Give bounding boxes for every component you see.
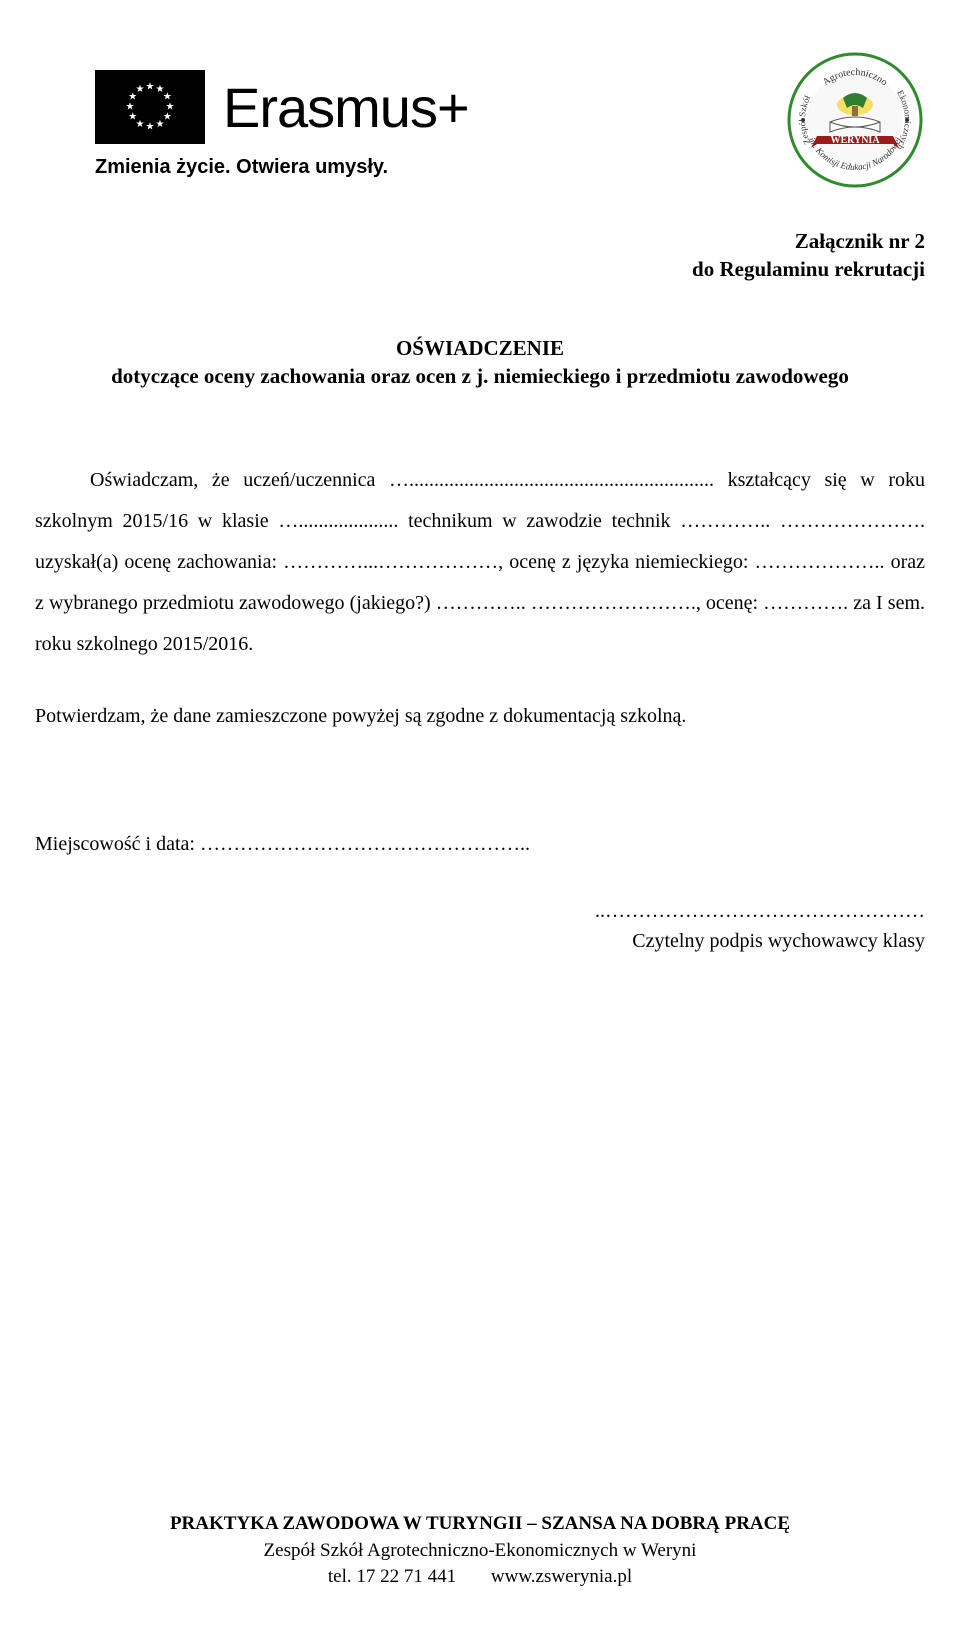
erasmus-logo: ★ ★ ★ ★ ★ ★ ★ ★ ★ ★ ★ ★ Erasmus+ bbox=[95, 70, 469, 144]
erasmus-block: ★ ★ ★ ★ ★ ★ ★ ★ ★ ★ ★ ★ Erasmus+ bbox=[95, 70, 469, 179]
footer-line-1: PRAKTYKA ZAWODOWA W TURYNGII – SZANSA NA… bbox=[0, 1511, 960, 1538]
body-text-content: Oświadczam, że uczeń/uczennica …........… bbox=[35, 469, 925, 655]
school-logo-icon: Agrotechniczno im. Komisji Edukacji Naro… bbox=[785, 50, 925, 190]
title-line-1: OŚWIADCZENIE bbox=[35, 334, 925, 362]
logo-banner-text: WERYNIA bbox=[830, 135, 880, 146]
signature-dots: ..………………………………………… bbox=[95, 896, 925, 926]
declaration-body: Oświadczam, że uczeń/uczennica …........… bbox=[35, 460, 925, 665]
eu-flag-icon: ★ ★ ★ ★ ★ ★ ★ ★ ★ ★ ★ ★ bbox=[95, 70, 205, 144]
footer-line-3: tel. 17 22 71 441 www.zswerynia.pl bbox=[0, 1564, 960, 1591]
footer-line-2: Zespół Szkół Agrotechniczno-Ekonomicznyc… bbox=[0, 1538, 960, 1565]
erasmus-wordmark: Erasmus+ bbox=[223, 75, 469, 140]
footer-url: www.zswerynia.pl bbox=[491, 1566, 632, 1587]
signature-label: Czytelny podpis wychowawcy klasy bbox=[95, 926, 925, 956]
title-line-2: dotyczące oceny zachowania oraz ocen z j… bbox=[35, 362, 925, 390]
eu-stars: ★ ★ ★ ★ ★ ★ ★ ★ ★ ★ ★ ★ bbox=[125, 82, 175, 132]
signature-block: ..………………………………………… Czytelny podpis wycho… bbox=[95, 896, 925, 956]
confirmation-text: Potwierdzam, że dane zamieszczone powyże… bbox=[35, 705, 925, 728]
tagline: Zmienia życie. Otwiera umysły. bbox=[95, 156, 469, 179]
header: ★ ★ ★ ★ ★ ★ ★ ★ ★ ★ ★ ★ Erasmus+ bbox=[95, 70, 925, 179]
attachment-line-1: Załącznik nr 2 bbox=[95, 227, 925, 255]
footer-tel: tel. 17 22 71 441 bbox=[328, 1566, 456, 1587]
document-page: ★ ★ ★ ★ ★ ★ ★ ★ ★ ★ ★ ★ Erasmus+ bbox=[0, 0, 960, 1636]
document-title: OŚWIADCZENIE dotyczące oceny zachowania … bbox=[35, 334, 925, 391]
place-and-date: Miejscowość i data: ………………………………………….. bbox=[35, 833, 925, 856]
attachment-heading: Załącznik nr 2 do Regulaminu rekrutacji bbox=[95, 227, 925, 284]
page-footer: PRAKTYKA ZAWODOWA W TURYNGII – SZANSA NA… bbox=[0, 1511, 960, 1591]
attachment-line-2: do Regulaminu rekrutacji bbox=[95, 255, 925, 283]
